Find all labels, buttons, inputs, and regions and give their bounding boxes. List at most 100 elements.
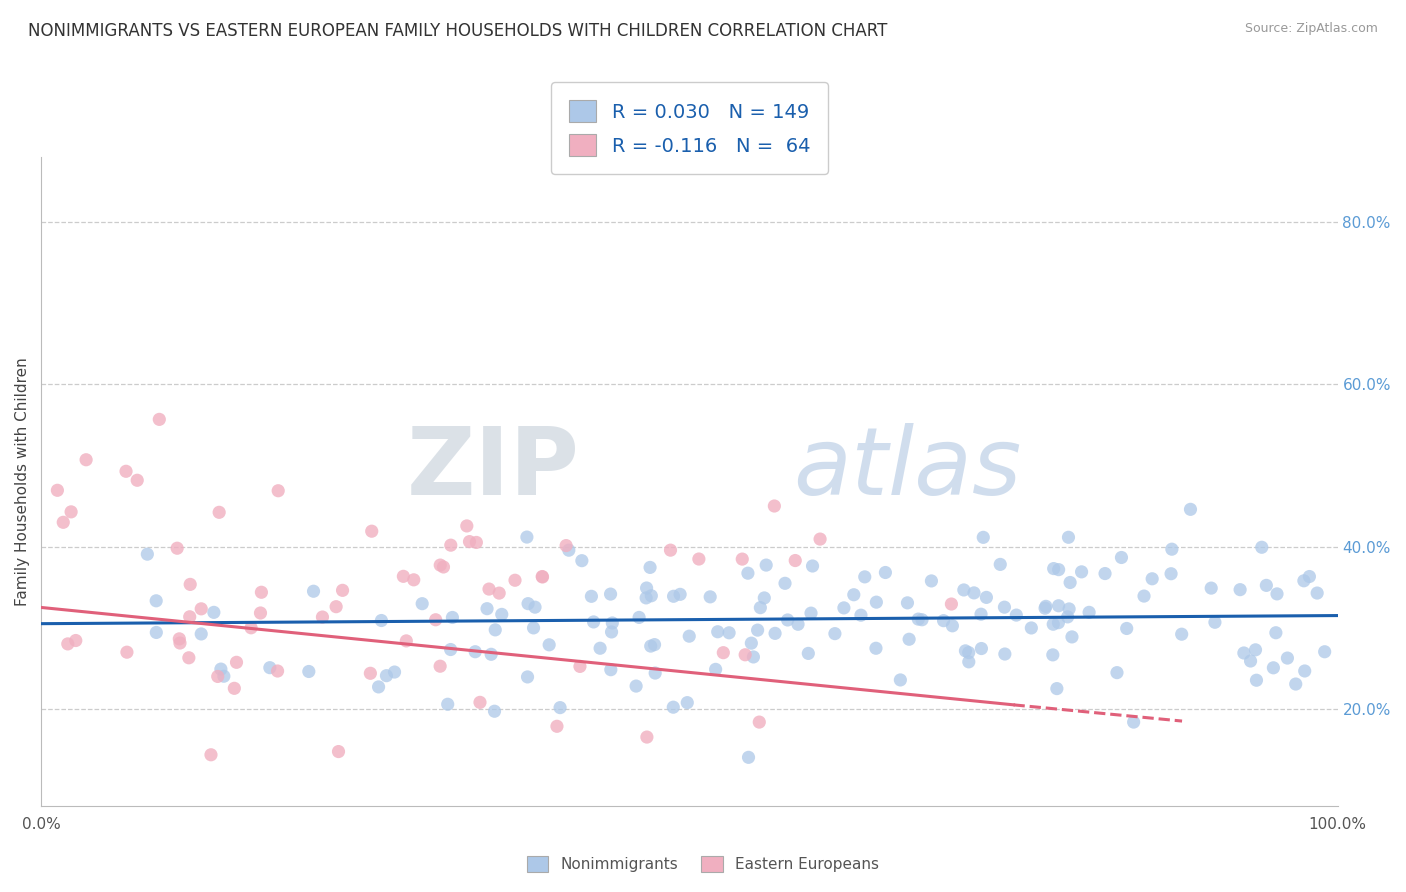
Point <box>169 636 191 650</box>
Point <box>970 641 993 656</box>
Point <box>370 614 392 628</box>
Point <box>898 632 921 647</box>
Point <box>718 625 741 640</box>
Point <box>582 615 605 629</box>
Point <box>200 747 222 762</box>
Point <box>957 646 980 660</box>
Point <box>56 637 79 651</box>
Point <box>488 586 510 600</box>
Point <box>1277 651 1299 665</box>
Point <box>456 519 478 533</box>
Point <box>941 597 963 611</box>
Point <box>249 606 271 620</box>
Point <box>953 582 976 597</box>
Point <box>208 505 231 519</box>
Point <box>628 610 651 624</box>
Point <box>1229 582 1251 597</box>
Point <box>1239 654 1261 668</box>
Point <box>941 619 963 633</box>
Point <box>957 655 980 669</box>
Point <box>425 613 447 627</box>
Point <box>1060 630 1083 644</box>
Point <box>1264 625 1286 640</box>
Point <box>1057 530 1080 544</box>
Point <box>202 606 225 620</box>
Point <box>932 614 955 628</box>
Point <box>600 624 623 639</box>
Point <box>742 649 765 664</box>
Point <box>1285 677 1308 691</box>
Point <box>676 696 699 710</box>
Point <box>824 626 846 640</box>
Point <box>1056 610 1078 624</box>
Point <box>136 547 159 561</box>
Point <box>1115 622 1137 636</box>
Point <box>688 552 710 566</box>
Point <box>212 669 235 683</box>
Point <box>259 661 281 675</box>
Point <box>484 623 506 637</box>
Text: NONIMMIGRANTS VS EASTERN EUROPEAN FAMILY HOUSEHOLDS WITH CHILDREN CORRELATION CH: NONIMMIGRANTS VS EASTERN EUROPEAN FAMILY… <box>28 22 887 40</box>
Point <box>190 627 212 641</box>
Point <box>754 591 776 605</box>
Point <box>1170 627 1192 641</box>
Point <box>1160 542 1182 557</box>
Point <box>787 617 810 632</box>
Point <box>763 499 786 513</box>
Point <box>75 452 97 467</box>
Point <box>328 745 350 759</box>
Point <box>517 597 540 611</box>
Point <box>522 621 544 635</box>
Point <box>763 626 786 640</box>
Point <box>801 559 824 574</box>
Point <box>411 597 433 611</box>
Y-axis label: Family Households with Children: Family Households with Children <box>15 358 30 606</box>
Point <box>298 665 321 679</box>
Point <box>548 700 571 714</box>
Point <box>1042 648 1064 662</box>
Point <box>166 541 188 556</box>
Point <box>1033 601 1056 615</box>
Point <box>994 647 1017 661</box>
Point <box>636 581 658 595</box>
Point <box>367 680 389 694</box>
Point <box>1094 566 1116 581</box>
Point <box>1256 578 1278 592</box>
Point <box>1057 602 1080 616</box>
Point <box>808 532 831 546</box>
Point <box>479 648 502 662</box>
Point <box>441 610 464 624</box>
Point <box>1265 587 1288 601</box>
Point <box>1078 605 1101 619</box>
Point <box>711 646 734 660</box>
Point <box>311 610 333 624</box>
Point <box>179 609 201 624</box>
Legend: R = 0.030   N = 149, R = -0.116   N =  64: R = 0.030 N = 149, R = -0.116 N = 64 <box>551 82 828 174</box>
Point <box>558 543 581 558</box>
Point <box>1233 646 1256 660</box>
Point <box>644 666 666 681</box>
Point <box>1298 569 1320 583</box>
Point <box>207 669 229 683</box>
Point <box>516 670 538 684</box>
Point <box>250 585 273 599</box>
Point <box>302 584 325 599</box>
Point <box>475 601 498 615</box>
Point <box>748 715 770 730</box>
Point <box>224 681 246 696</box>
Point <box>737 750 759 764</box>
Point <box>516 530 538 544</box>
Point <box>267 483 290 498</box>
Point <box>1244 643 1267 657</box>
Point <box>464 645 486 659</box>
Point <box>531 570 554 584</box>
Point <box>907 612 929 626</box>
Point <box>1313 645 1336 659</box>
Point <box>360 524 382 539</box>
Point <box>571 554 593 568</box>
Point <box>115 464 138 478</box>
Point <box>988 558 1011 572</box>
Point <box>127 473 149 487</box>
Point <box>1005 608 1028 623</box>
Point <box>1047 563 1070 577</box>
